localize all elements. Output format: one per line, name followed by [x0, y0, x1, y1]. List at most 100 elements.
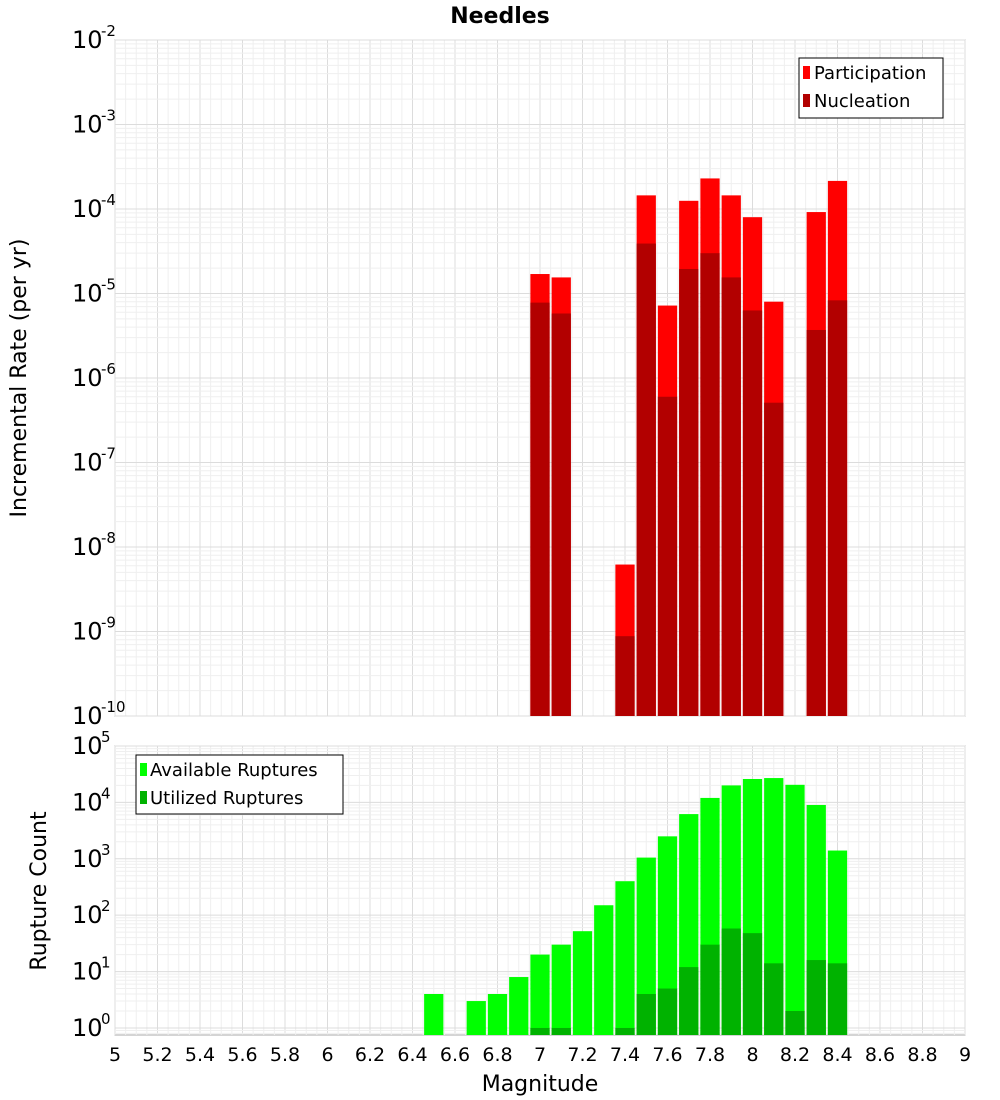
rate-y-tick-base: 10	[72, 280, 103, 308]
count-bar-utilized-ruptures	[827, 963, 848, 1035]
count-bar-utilized-ruptures	[657, 988, 678, 1035]
rate-bar-nucleation	[827, 300, 848, 716]
count-bar-utilized-ruptures	[615, 1027, 635, 1035]
x-tick-label: 7.4	[610, 1044, 640, 1066]
rate-y-tick-base: 10	[72, 449, 103, 477]
count-legend-box	[135, 754, 344, 815]
count-bar-available-ruptures	[615, 881, 635, 1035]
count-bar-utilized-ruptures	[530, 1027, 550, 1035]
count-bar-utilized-ruptures	[721, 928, 741, 1035]
count-legend: Available Ruptures Utilized Ruptures	[135, 754, 344, 815]
rate-bar-nucleation	[530, 302, 550, 716]
rate-y-tick-label: 10-8	[72, 529, 116, 561]
x-tick-label: 7.8	[695, 1044, 725, 1066]
x-tick-label: 8.8	[907, 1044, 937, 1066]
count-bar-available-ruptures	[466, 1001, 486, 1035]
x-tick-label: 8.2	[780, 1044, 810, 1066]
count-bar-available-ruptures	[636, 857, 656, 1035]
x-tick-label: 5.8	[270, 1044, 300, 1066]
rate-y-tick-base: 10	[72, 702, 103, 730]
count-bar-available-ruptures	[572, 931, 593, 1035]
x-tick-label: 5.6	[227, 1044, 257, 1066]
count-bar-available-ruptures	[551, 944, 571, 1035]
legend-available-swatch	[140, 763, 147, 776]
rate-y-tick-exponent: -5	[101, 276, 116, 294]
count-y-tick-exponent: 0	[101, 1010, 111, 1028]
x-tick-label: 6.6	[440, 1044, 470, 1066]
count-y-tick-exponent: 4	[101, 784, 111, 802]
count-bar-utilized-ruptures	[785, 1010, 805, 1035]
x-axis-title: Magnitude	[482, 1072, 599, 1097]
legend-utilized-swatch	[140, 791, 147, 804]
x-tick-label: 5	[109, 1044, 121, 1066]
legend-nucleation-label: Nucleation	[814, 91, 910, 112]
x-tick-label: 9	[959, 1044, 971, 1066]
rate-y-tick-exponent: -8	[101, 529, 116, 547]
rate-bars	[530, 178, 848, 717]
rate-y-tick-label: 10-5	[72, 276, 116, 308]
x-tick-labels: 5 5.2 5.4 5.6 5.8 6 6.2 6.4 6.6 6.8 7 7.2 7.4 7.6 7.8 8…	[109, 1044, 971, 1066]
rate-y-tick-label: 10-2	[72, 22, 116, 54]
rate-bar-nucleation	[742, 310, 763, 716]
rate-y-axis-title: Incremental Rate (per yr)	[7, 239, 32, 518]
x-tick-label: 8	[746, 1044, 758, 1066]
legend-available-label: Available Ruptures	[150, 760, 318, 781]
x-tick-label: 6.8	[482, 1044, 512, 1066]
rate-y-tick-label: 10-10	[72, 698, 126, 730]
count-bar-available-ruptures	[594, 905, 614, 1035]
rate-y-tick-exponent: -7	[101, 445, 116, 463]
rate-y-tick-base: 10	[72, 618, 103, 646]
x-tick-label: 6	[321, 1044, 333, 1066]
rate-bar-nucleation	[806, 329, 826, 716]
count-y-tick-label: 105	[72, 728, 111, 760]
count-y-tick-exponent: 3	[101, 841, 111, 859]
rate-y-tick-label: 10-3	[72, 107, 116, 139]
rate-bar-nucleation	[764, 402, 784, 716]
rate-y-tick-base: 10	[72, 26, 103, 54]
count-bar-utilized-ruptures	[679, 967, 699, 1035]
count-y-tick-label: 104	[72, 784, 111, 816]
rate-bar-nucleation	[551, 313, 571, 716]
count-y-tick-exponent: 2	[101, 897, 111, 915]
chart-title: Needles	[450, 4, 550, 29]
rate-y-tick-exponent: -6	[101, 360, 116, 378]
count-y-tick-label: 102	[72, 897, 111, 929]
rate-y-tick-label: 10-4	[72, 191, 116, 223]
count-y-ticks: 100 101 102 103 104 105	[72, 728, 111, 1042]
rate-y-tick-exponent: -4	[101, 191, 116, 209]
count-y-tick-exponent: 1	[101, 954, 111, 972]
count-bar-available-ruptures	[657, 836, 678, 1035]
legend-nucleation-swatch	[803, 94, 810, 107]
count-y-tick-exponent: 5	[101, 728, 111, 746]
rate-bar-nucleation	[636, 243, 656, 716]
rate-y-tick-base: 10	[72, 533, 103, 561]
legend-utilized-label: Utilized Ruptures	[150, 788, 303, 809]
legend-participation-label: Participation	[814, 63, 926, 84]
rate-y-tick-label: 10-6	[72, 360, 116, 392]
rate-legend-box	[798, 57, 944, 119]
count-panel: 100 101 102 103 104 105 Rupture Count Availab…	[27, 728, 966, 1042]
count-bar-utilized-ruptures	[764, 963, 784, 1035]
rate-y-tick-base: 10	[72, 195, 103, 223]
count-y-tick-label: 101	[72, 954, 111, 986]
count-bar-utilized-ruptures	[700, 944, 720, 1035]
x-tick-label: 6.4	[397, 1044, 427, 1066]
x-tick-label: 8.4	[822, 1044, 852, 1066]
x-tick-label: 6.2	[355, 1044, 385, 1066]
count-bar-available-ruptures	[785, 784, 805, 1035]
count-bar-utilized-ruptures	[636, 994, 656, 1035]
count-bar-utilized-ruptures	[742, 933, 763, 1035]
x-tick-label: 7.6	[652, 1044, 682, 1066]
rate-bar-nucleation	[679, 268, 699, 716]
rate-y-tick-exponent: -3	[101, 107, 116, 125]
count-y-tick-base: 10	[72, 1014, 103, 1042]
x-tick-label: 5.2	[142, 1044, 172, 1066]
count-y-tick-label: 103	[72, 841, 111, 873]
rate-y-tick-base: 10	[72, 111, 103, 139]
rate-legend: Participation Nucleation	[798, 57, 944, 119]
count-y-axis-title: Rupture Count	[27, 811, 52, 971]
x-tick-label: 5.4	[185, 1044, 215, 1066]
rate-bar-nucleation	[657, 396, 678, 716]
